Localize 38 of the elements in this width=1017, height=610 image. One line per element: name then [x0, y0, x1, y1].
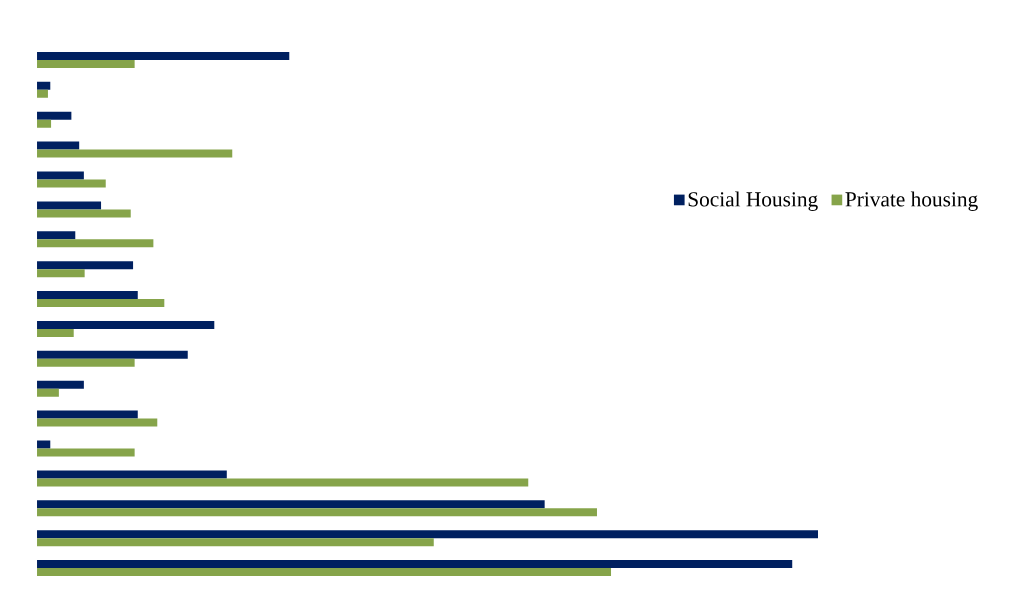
- bar: [37, 500, 545, 509]
- bar: [37, 478, 529, 487]
- bar: [37, 261, 134, 270]
- bar: [37, 291, 138, 300]
- legend-label: Social Housing: [688, 191, 818, 211]
- bar: [37, 299, 165, 308]
- bar: [37, 350, 188, 359]
- bar: [37, 508, 597, 517]
- bar: [37, 59, 135, 68]
- bar: [37, 380, 84, 389]
- bar: [37, 560, 793, 569]
- bar: [37, 269, 85, 278]
- bar: [37, 141, 80, 150]
- bar: [37, 470, 227, 479]
- bar: [37, 89, 48, 98]
- bar: [37, 119, 52, 128]
- bar: [37, 328, 74, 337]
- bar: [37, 418, 158, 427]
- bar: [37, 51, 290, 60]
- bar: [37, 320, 215, 329]
- bar: [37, 358, 135, 367]
- bar: [37, 388, 59, 397]
- bar: [37, 149, 233, 158]
- bar: [37, 239, 154, 248]
- bar: [37, 440, 51, 449]
- legend-label: Private housing: [845, 191, 978, 211]
- bar: [37, 448, 135, 457]
- bar: [37, 530, 818, 539]
- bar: [37, 201, 102, 210]
- bar: [37, 568, 612, 577]
- bar: [37, 111, 72, 120]
- bar: [37, 231, 76, 240]
- bar: [37, 179, 106, 188]
- bar: [37, 538, 434, 547]
- bar: [37, 81, 51, 90]
- bar: [37, 209, 131, 218]
- bar: [37, 171, 84, 180]
- bar: [37, 410, 138, 419]
